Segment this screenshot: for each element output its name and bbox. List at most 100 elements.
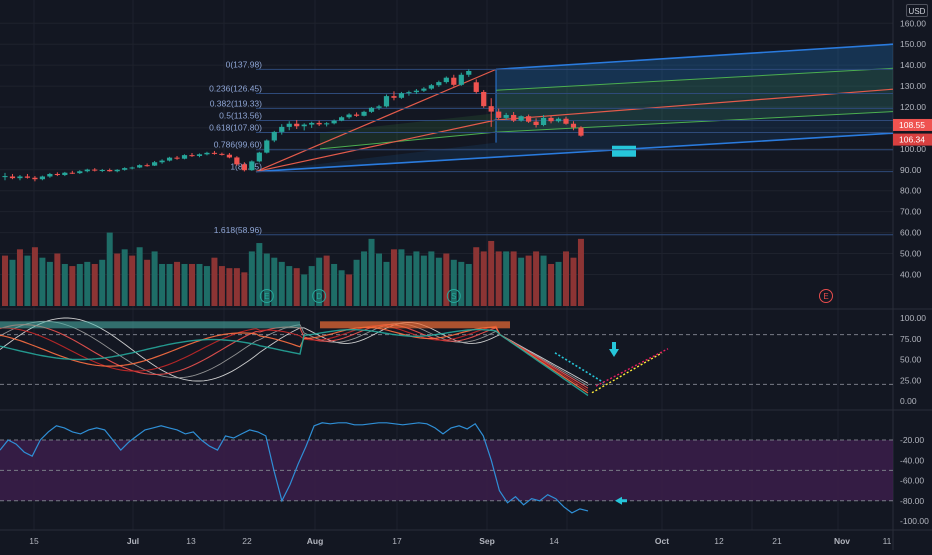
price-axis-label: 90.00 bbox=[900, 165, 922, 175]
volume-bar bbox=[368, 238, 375, 306]
fib-level-label: 0.236(126.45) bbox=[209, 84, 262, 94]
volume-bar bbox=[106, 232, 113, 306]
volume-bar bbox=[226, 268, 233, 306]
stoch-axis-label: 100.00 bbox=[900, 313, 926, 323]
volume-bar bbox=[361, 251, 368, 306]
time-axis-label: 17 bbox=[392, 536, 402, 546]
candle-body bbox=[473, 82, 479, 92]
candle-body bbox=[181, 155, 188, 159]
volume-bar bbox=[233, 268, 240, 306]
volume-bar bbox=[465, 263, 472, 306]
candle-body bbox=[279, 126, 285, 132]
price-axis-label: 160.00 bbox=[900, 18, 926, 28]
volume-bar bbox=[503, 251, 510, 306]
current-price-text: 108.55 bbox=[899, 120, 925, 130]
wpr-axis-label: -80.00 bbox=[900, 496, 924, 506]
fib-level-label: 0.786(99.60) bbox=[214, 140, 262, 150]
time-axis-label: 11 bbox=[883, 536, 892, 546]
channel-upper-fill bbox=[496, 44, 893, 91]
candle-body bbox=[406, 92, 412, 94]
candle-body bbox=[383, 96, 390, 107]
candle-body bbox=[69, 172, 75, 174]
volume-bar bbox=[61, 263, 68, 306]
volume-bar bbox=[435, 257, 442, 306]
fib-level-label: 1.618(58.96) bbox=[214, 225, 262, 235]
candle-body bbox=[324, 123, 330, 125]
candle-body bbox=[458, 74, 464, 85]
candle-body bbox=[47, 173, 53, 177]
candle-body bbox=[570, 123, 577, 128]
candle-body bbox=[368, 107, 375, 112]
wpr-axis-label: -20.00 bbox=[900, 435, 924, 445]
candle-body bbox=[159, 160, 165, 163]
volume-bar bbox=[473, 247, 480, 306]
candle-body bbox=[32, 177, 38, 180]
fib-level-label: 0.618(107.80) bbox=[209, 123, 262, 133]
candle-body bbox=[17, 176, 23, 179]
candle-body bbox=[294, 123, 300, 127]
volume-bar bbox=[383, 261, 390, 306]
price-axis-label: 140.00 bbox=[900, 60, 926, 70]
stoch-rsi-pane bbox=[0, 317, 893, 397]
axes-layer: 160.00 150.00 140.00 130.00 120.00 11 0.00 100.… bbox=[29, 18, 932, 546]
candle-body bbox=[77, 171, 83, 174]
volume-bar bbox=[9, 259, 16, 306]
volume-bar bbox=[241, 272, 248, 306]
volume-bar bbox=[218, 266, 225, 306]
current-price-text: 106.34 bbox=[899, 135, 925, 145]
event-badge-split bbox=[446, 289, 461, 303]
stoch-ribbon bbox=[0, 321, 300, 329]
time-axis-label: Aug bbox=[307, 536, 324, 546]
candle-body bbox=[137, 165, 143, 168]
candles-layer bbox=[2, 69, 584, 182]
candle-body bbox=[234, 157, 240, 165]
volume-bar bbox=[196, 263, 203, 306]
fib-level-label: 0(137.98) bbox=[226, 59, 263, 69]
candle-body bbox=[92, 169, 98, 171]
currency-badge[interactable]: USD bbox=[906, 4, 928, 17]
volume-bar bbox=[495, 251, 502, 306]
candle-body bbox=[9, 176, 16, 179]
candle-body bbox=[361, 111, 367, 116]
price-axis-label: 100.00 bbox=[900, 144, 926, 154]
volume-bar bbox=[159, 263, 166, 306]
stoch-axis-label: 25.00 bbox=[900, 375, 922, 385]
volume-bar bbox=[308, 266, 315, 306]
time-axis-label: 13 bbox=[186, 536, 196, 546]
volume-bar bbox=[480, 251, 487, 306]
arrow-down-icon bbox=[609, 342, 619, 357]
candle-body bbox=[211, 152, 218, 154]
candle-body bbox=[555, 118, 562, 122]
volume-bar bbox=[129, 255, 136, 306]
volume-bar bbox=[256, 243, 263, 306]
arrow-left-icon bbox=[615, 496, 627, 505]
candle-body bbox=[503, 114, 509, 118]
event-badge-text: D bbox=[316, 292, 322, 301]
volume-bar bbox=[286, 266, 293, 306]
volume-bar bbox=[144, 259, 151, 306]
channel-lower-edge bbox=[255, 132, 894, 173]
volume-bar bbox=[563, 251, 569, 306]
volume-bar bbox=[16, 249, 23, 306]
channel-green-line-lower bbox=[319, 131, 497, 150]
price-axis-label: 60.00 bbox=[900, 228, 922, 238]
candle-body bbox=[24, 176, 31, 178]
price-axis-label: 130.00 bbox=[900, 81, 926, 91]
volume-bar bbox=[31, 247, 38, 306]
volume-bar bbox=[174, 261, 181, 306]
price-axis-label: 80.00 bbox=[900, 186, 922, 196]
candle-body bbox=[466, 71, 472, 75]
volume-bar bbox=[323, 255, 330, 306]
candle-body bbox=[413, 90, 419, 93]
wpr-axis-label: -60.00 bbox=[900, 476, 924, 486]
channel-fill bbox=[256, 44, 893, 172]
price-axis-label: 120.00 bbox=[900, 102, 926, 112]
volume-bar bbox=[540, 255, 547, 306]
wpr-axis-label: -40.00 bbox=[900, 455, 924, 465]
candle-body bbox=[421, 88, 427, 91]
price-axis-label: 40.00 bbox=[900, 269, 922, 279]
time-axis-label: 21 bbox=[772, 536, 782, 546]
